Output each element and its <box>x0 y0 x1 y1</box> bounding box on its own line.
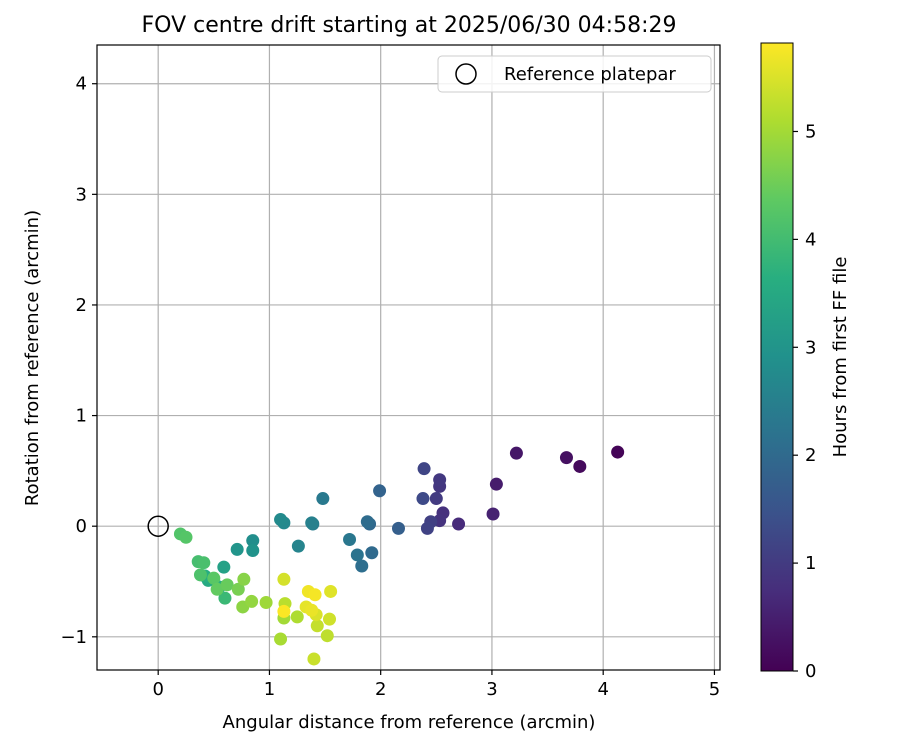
data-points <box>173 445 625 666</box>
scatter-point <box>237 572 251 586</box>
scatter-point <box>217 560 231 574</box>
scatter-point <box>324 584 338 598</box>
legend-reference-marker-icon <box>455 63 477 85</box>
scatter-point <box>259 596 273 610</box>
y-axis-ticks: −1 0 1 2 3 4 <box>60 74 97 648</box>
colorbar-tick-label: 3 <box>805 337 816 358</box>
colorbar-gradient <box>760 42 794 672</box>
colorbar-tick-label: 5 <box>805 121 816 142</box>
y-tick-label: −1 <box>60 627 87 648</box>
scatter-point <box>246 534 260 548</box>
scatter-point <box>420 521 434 535</box>
scatter-point <box>310 619 324 633</box>
scatter-point <box>486 507 500 521</box>
scatter-point <box>355 559 369 573</box>
y-tick-label: 0 <box>76 516 87 537</box>
y-tick-label: 1 <box>76 406 87 427</box>
scatter-point <box>245 594 259 608</box>
scatter-point <box>274 513 288 527</box>
scatter-point <box>210 582 224 596</box>
colorbar-tick-label: 0 <box>805 661 816 682</box>
scatter-point <box>365 546 379 560</box>
scatter-point <box>291 539 305 553</box>
scatter-point <box>179 530 193 544</box>
x-axis-ticks: 0 1 2 3 4 5 <box>152 670 720 700</box>
scatter-point <box>489 477 503 491</box>
scatter-point <box>197 556 211 570</box>
scatter-point <box>573 459 587 473</box>
scatter-point <box>559 451 573 465</box>
scatter-point <box>220 578 234 592</box>
scatter-point <box>611 445 625 459</box>
colorbar: 0 1 2 3 4 5 Hours from first FF file <box>760 42 851 682</box>
scatter-point <box>207 571 221 585</box>
scatter-point <box>277 572 291 586</box>
scatter-point <box>316 492 330 506</box>
scatter-point <box>193 568 207 582</box>
x-tick-label: 2 <box>375 679 386 700</box>
colorbar-tick-label: 2 <box>805 445 816 466</box>
scatter-point <box>230 542 244 556</box>
legend-entry-label: Reference platepar <box>504 64 676 85</box>
scatter-point <box>307 652 321 666</box>
scatter-point <box>323 612 337 626</box>
chart-title: FOV centre drift starting at 2025/06/30 … <box>142 13 677 38</box>
colorbar-tick-label: 1 <box>805 553 816 574</box>
scatter-point <box>305 603 319 617</box>
scatter-point <box>452 517 466 531</box>
scatter-point <box>218 591 232 605</box>
scatter-point <box>391 521 405 535</box>
reference-platepar-marker <box>147 515 169 537</box>
scatter-point <box>433 473 447 487</box>
scatter-point <box>373 484 387 498</box>
scatter-point <box>343 532 357 546</box>
scatter-point <box>320 629 334 643</box>
scatter-point <box>417 462 431 476</box>
y-tick-label: 2 <box>76 295 87 316</box>
x-tick-label: 0 <box>152 679 163 700</box>
scatter-point <box>509 446 523 460</box>
legend-box <box>437 55 712 93</box>
colorbar-ticks: 0 1 2 3 4 5 <box>793 121 816 682</box>
legend: Reference platepar <box>437 55 712 93</box>
plot-area-frame <box>96 44 721 671</box>
scatter-point <box>416 492 430 506</box>
grid-lines <box>97 45 720 670</box>
scatter-point <box>350 548 364 562</box>
scatter-point <box>429 492 443 506</box>
reference-marker-layer <box>147 515 169 537</box>
x-tick-label: 4 <box>597 679 608 700</box>
scatter-point <box>246 544 260 558</box>
scatter-point <box>290 610 304 624</box>
scatter-point <box>308 588 322 602</box>
scatter-point <box>305 516 319 530</box>
x-tick-label: 5 <box>709 679 720 700</box>
scatter-point <box>277 604 291 618</box>
colorbar-label: Hours from first FF file <box>830 257 851 458</box>
x-tick-label: 1 <box>264 679 275 700</box>
colorbar-tick-label: 4 <box>805 229 816 250</box>
y-axis-label: Rotation from reference (arcmin) <box>22 210 43 506</box>
x-tick-label: 3 <box>486 679 497 700</box>
y-tick-label: 3 <box>76 184 87 205</box>
x-axis-label: Angular distance from reference (arcmin) <box>223 712 596 733</box>
y-tick-label: 4 <box>76 74 87 95</box>
scatter-point <box>360 515 374 529</box>
scatter-point <box>231 582 245 596</box>
scatter-point <box>274 632 288 646</box>
